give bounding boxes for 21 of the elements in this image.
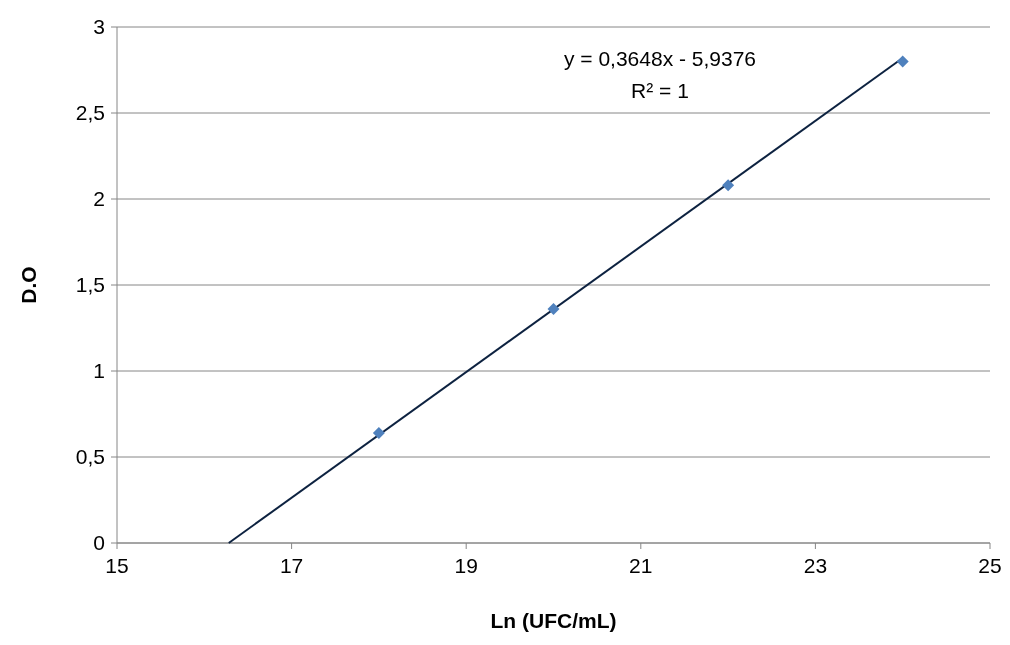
point	[896, 55, 909, 68]
point	[722, 179, 735, 192]
point	[547, 303, 560, 316]
y-tick-label: 2	[93, 187, 105, 211]
x-tick-label: 15	[105, 554, 129, 577]
annotation: y = 0,3648x - 5,9376	[563, 47, 757, 70]
y-tick-label: 0	[93, 531, 105, 555]
y-tick-label: 3	[93, 15, 105, 39]
y-tick-label: 0,5	[75, 445, 105, 469]
x-axis-title: Ln (UFC/mL)	[490, 609, 617, 632]
annotation: R² = 1	[631, 79, 689, 102]
y-tick-label: 2,5	[75, 101, 105, 125]
y-tick-label: 1	[93, 359, 105, 383]
x-tick-label: 19	[454, 554, 478, 577]
point	[372, 426, 385, 439]
x-tick-label: 23	[803, 554, 828, 577]
y-axis-title: D.O	[17, 266, 40, 304]
x-tick-label: 17	[279, 554, 304, 577]
y-tick-label: 1,5	[75, 273, 105, 297]
x-tick-label: 21	[629, 554, 653, 577]
x-tick-label: 25	[978, 554, 1002, 577]
